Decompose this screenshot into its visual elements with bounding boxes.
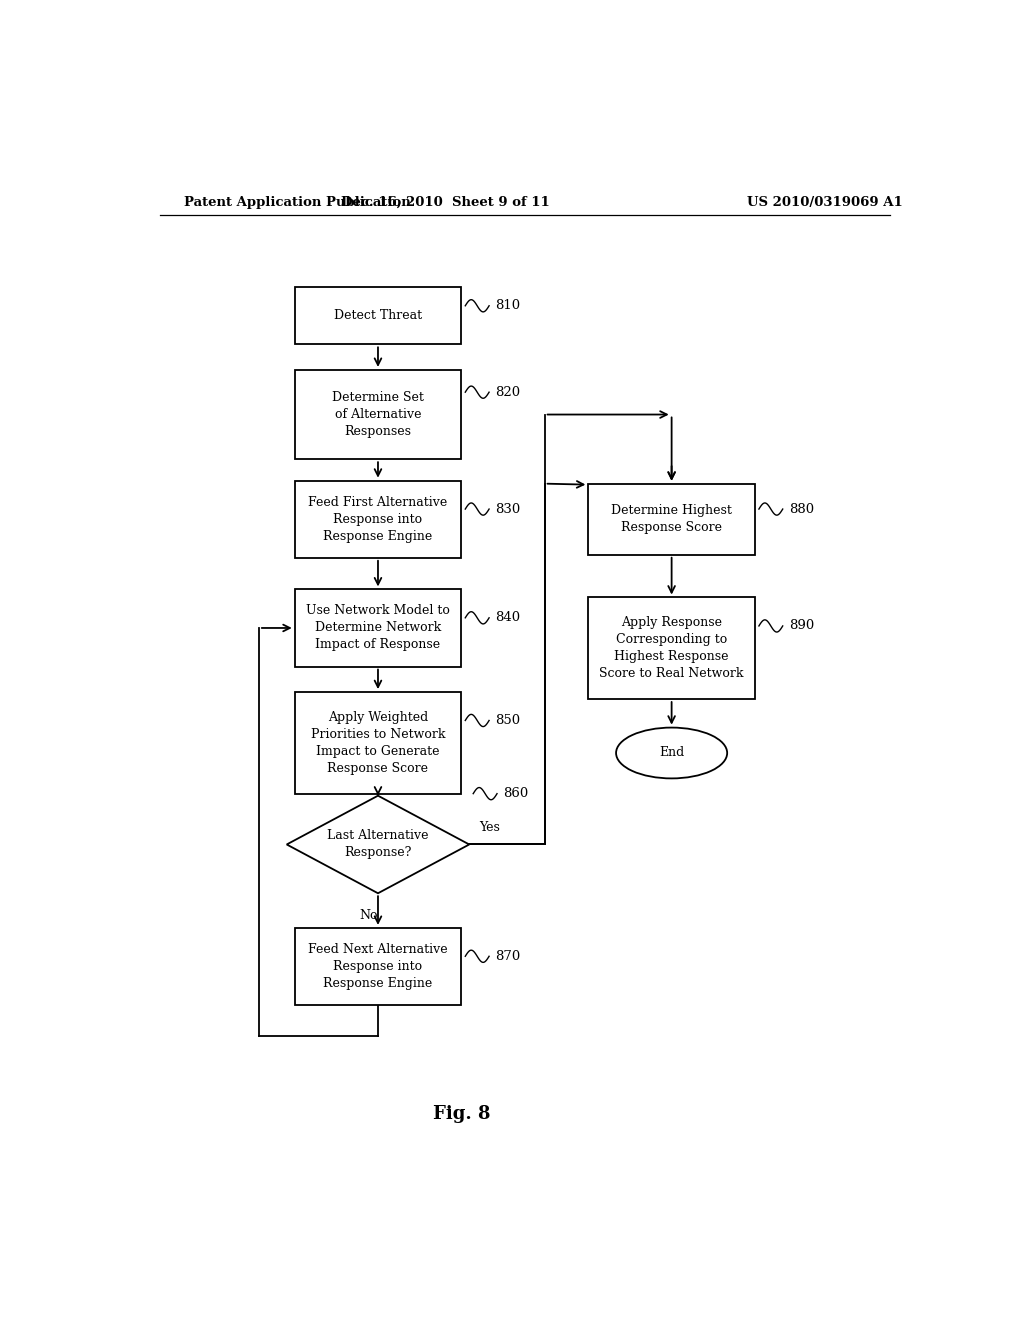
Text: US 2010/0319069 A1: US 2010/0319069 A1 — [748, 195, 903, 209]
Text: End: End — [659, 747, 684, 759]
Text: Dec. 16, 2010  Sheet 9 of 11: Dec. 16, 2010 Sheet 9 of 11 — [341, 195, 550, 209]
Text: Last Alternative
Response?: Last Alternative Response? — [328, 829, 429, 859]
Text: Determine Highest
Response Score: Determine Highest Response Score — [611, 504, 732, 535]
Text: Feed First Alternative
Response into
Response Engine: Feed First Alternative Response into Res… — [308, 496, 447, 543]
FancyBboxPatch shape — [588, 483, 755, 554]
Text: Detect Threat: Detect Threat — [334, 309, 422, 322]
Text: 880: 880 — [790, 503, 814, 516]
FancyBboxPatch shape — [588, 598, 755, 700]
Text: 810: 810 — [496, 300, 520, 313]
Text: 830: 830 — [496, 503, 520, 516]
FancyBboxPatch shape — [295, 692, 462, 793]
FancyBboxPatch shape — [295, 288, 462, 345]
FancyBboxPatch shape — [295, 589, 462, 667]
Text: Fig. 8: Fig. 8 — [432, 1105, 490, 1123]
Text: 870: 870 — [496, 950, 520, 962]
Text: Use Network Model to
Determine Network
Impact of Response: Use Network Model to Determine Network I… — [306, 605, 450, 652]
FancyBboxPatch shape — [295, 480, 462, 558]
Ellipse shape — [616, 727, 727, 779]
Text: Determine Set
of Alternative
Responses: Determine Set of Alternative Responses — [332, 391, 424, 438]
Text: 860: 860 — [504, 787, 528, 800]
Text: Patent Application Publication: Patent Application Publication — [183, 195, 411, 209]
Text: 890: 890 — [790, 619, 814, 632]
Text: Apply Response
Corresponding to
Highest Response
Score to Real Network: Apply Response Corresponding to Highest … — [599, 616, 743, 680]
Text: No: No — [359, 908, 378, 921]
FancyBboxPatch shape — [295, 370, 462, 459]
Polygon shape — [287, 796, 469, 894]
FancyBboxPatch shape — [295, 928, 462, 1005]
Text: 820: 820 — [496, 385, 520, 399]
Text: 840: 840 — [496, 611, 520, 624]
Text: Apply Weighted
Priorities to Network
Impact to Generate
Response Score: Apply Weighted Priorities to Network Imp… — [310, 711, 445, 775]
Text: 850: 850 — [496, 714, 520, 727]
Text: Feed Next Alternative
Response into
Response Engine: Feed Next Alternative Response into Resp… — [308, 942, 447, 990]
Text: Yes: Yes — [479, 821, 500, 834]
